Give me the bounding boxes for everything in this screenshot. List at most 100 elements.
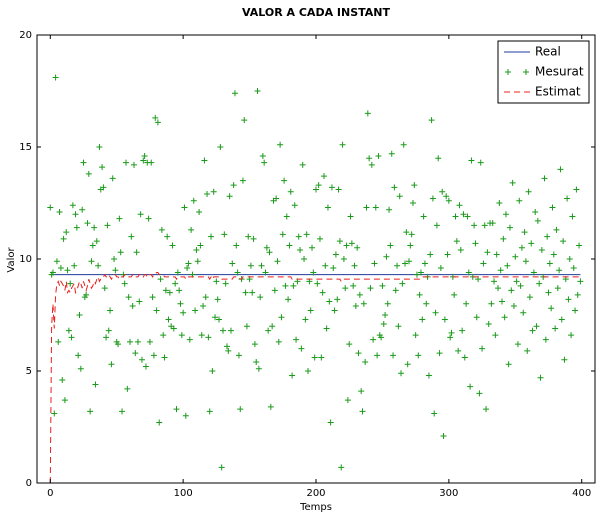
measured-point bbox=[222, 280, 229, 287]
measured-point bbox=[286, 242, 293, 249]
measured-point bbox=[488, 300, 495, 307]
measured-point bbox=[91, 224, 98, 231]
measured-point bbox=[197, 242, 204, 249]
measured-point bbox=[176, 287, 183, 294]
measured-point bbox=[127, 338, 133, 345]
measured-point bbox=[99, 164, 106, 171]
measured-point bbox=[278, 314, 285, 321]
measured-point bbox=[129, 303, 136, 310]
measured-point bbox=[233, 242, 240, 249]
measured-point bbox=[192, 307, 199, 314]
measured-point bbox=[455, 347, 462, 354]
measured-point bbox=[250, 235, 257, 242]
measured-point bbox=[108, 361, 115, 368]
measured-point bbox=[229, 260, 236, 267]
measured-point bbox=[239, 177, 246, 184]
measured-point bbox=[459, 327, 466, 334]
measured-point bbox=[298, 345, 305, 352]
measured-point bbox=[136, 298, 143, 305]
measured-point bbox=[464, 213, 471, 220]
measured-point bbox=[315, 182, 322, 189]
measured-point bbox=[421, 260, 428, 267]
measured-point bbox=[225, 347, 232, 354]
measured-point bbox=[508, 287, 515, 294]
measured-point bbox=[84, 220, 91, 227]
measured-point bbox=[214, 296, 221, 303]
measured-point bbox=[92, 381, 99, 388]
measured-point bbox=[513, 278, 520, 285]
measured-point bbox=[368, 161, 375, 168]
measured-point bbox=[404, 361, 411, 368]
measured-point bbox=[522, 258, 529, 265]
measured-point bbox=[140, 157, 147, 164]
measured-point bbox=[291, 202, 298, 209]
measured-point bbox=[570, 264, 577, 271]
measured-point bbox=[491, 278, 498, 285]
measured-point bbox=[546, 260, 553, 267]
measured-point bbox=[105, 327, 112, 334]
measured-point bbox=[573, 186, 580, 193]
measured-point bbox=[577, 278, 584, 285]
measured-point bbox=[529, 327, 536, 334]
x-tick-label: 0 bbox=[47, 488, 53, 499]
measured-point bbox=[75, 352, 82, 359]
measured-point bbox=[73, 224, 80, 231]
measured-point bbox=[457, 247, 464, 254]
measured-point bbox=[311, 354, 318, 361]
measured-point bbox=[566, 256, 573, 262]
measured-point bbox=[88, 258, 95, 265]
measured-point bbox=[166, 289, 173, 296]
measured-point bbox=[576, 242, 583, 249]
measured-point bbox=[557, 166, 564, 173]
measured-point bbox=[188, 226, 195, 233]
measured-point bbox=[59, 376, 66, 383]
measured-point bbox=[322, 262, 329, 269]
measured-point bbox=[68, 334, 75, 341]
measured-point bbox=[138, 356, 145, 363]
measured-point bbox=[525, 188, 532, 195]
measured-point bbox=[196, 208, 203, 215]
x-tick-label: 100 bbox=[174, 488, 193, 499]
measured-point bbox=[299, 161, 306, 168]
measured-point bbox=[370, 336, 377, 343]
measured-point bbox=[423, 300, 430, 307]
measured-point bbox=[141, 152, 148, 159]
measured-point bbox=[209, 368, 216, 374]
measured-point bbox=[396, 193, 403, 200]
measured-point bbox=[388, 150, 395, 157]
measured-point bbox=[184, 264, 191, 271]
measured-point bbox=[69, 202, 76, 209]
measured-point bbox=[420, 213, 427, 220]
measured-point bbox=[289, 372, 296, 379]
measured-point bbox=[549, 204, 556, 211]
measured-point bbox=[445, 197, 452, 204]
measured-point bbox=[149, 294, 156, 301]
measured-point bbox=[266, 249, 273, 256]
measured-point bbox=[271, 287, 278, 294]
measured-point bbox=[55, 338, 62, 345]
measured-point bbox=[156, 419, 163, 426]
measured-point bbox=[279, 231, 286, 238]
measured-point bbox=[76, 312, 83, 318]
measured-point bbox=[411, 182, 418, 189]
measured-point bbox=[109, 175, 116, 182]
measured-point bbox=[429, 195, 436, 202]
measured-point bbox=[96, 144, 103, 150]
measured-point bbox=[481, 222, 488, 229]
measured-point bbox=[132, 350, 139, 357]
measured-point bbox=[435, 155, 442, 162]
measured-point bbox=[217, 144, 224, 150]
measured-point bbox=[154, 119, 161, 126]
measured-point bbox=[379, 282, 386, 289]
measured-point bbox=[269, 323, 276, 330]
measured-point bbox=[169, 242, 176, 249]
measured-point bbox=[259, 152, 266, 159]
measured-point bbox=[293, 336, 300, 343]
measured-point bbox=[302, 316, 309, 323]
measured-point bbox=[359, 408, 366, 415]
x-axis-label: Temps bbox=[299, 502, 332, 513]
measured-point bbox=[145, 215, 152, 222]
measured-point bbox=[193, 247, 200, 254]
measured-point bbox=[406, 258, 412, 265]
measured-point bbox=[251, 341, 258, 348]
